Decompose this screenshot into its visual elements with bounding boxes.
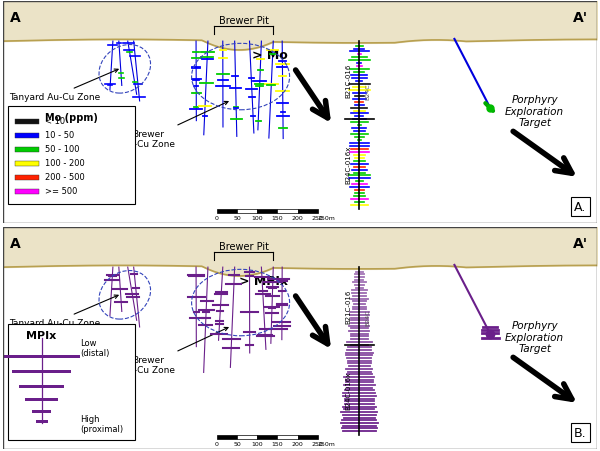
Bar	[15, 189, 38, 194]
Text: 200 - 500: 200 - 500	[44, 173, 85, 182]
Text: Brewer Pit: Brewer Pit	[218, 15, 269, 25]
FancyBboxPatch shape	[8, 107, 135, 205]
Text: Low
(distal): Low (distal)	[80, 338, 110, 358]
Text: >= 500: >= 500	[44, 187, 77, 196]
Bar	[277, 210, 298, 214]
Text: > Mo: > Mo	[253, 49, 288, 62]
Text: Mo (ppm): Mo (ppm)	[45, 113, 98, 123]
Bar	[217, 435, 237, 439]
Text: B21C-016: B21C-016	[346, 289, 352, 323]
Text: Tanyard Au-Cu Zone: Tanyard Au-Cu Zone	[9, 70, 118, 102]
Text: 0: 0	[215, 441, 219, 446]
Bar	[298, 210, 318, 214]
Text: 50: 50	[233, 441, 241, 446]
Bar	[12, 370, 71, 373]
Text: A': A'	[573, 237, 588, 251]
Bar	[277, 435, 298, 439]
Text: Brewer
Au-Cu Zone: Brewer Au-Cu Zone	[122, 328, 228, 374]
Text: B.: B.	[574, 426, 587, 439]
Text: 200: 200	[292, 216, 304, 221]
Text: < 10: < 10	[44, 117, 65, 126]
Text: 50 - 100: 50 - 100	[44, 145, 79, 154]
Text: 10 - 50: 10 - 50	[44, 131, 74, 140]
Bar	[237, 435, 257, 439]
Text: 0: 0	[215, 216, 219, 221]
Bar	[25, 398, 58, 401]
Bar	[15, 133, 38, 138]
Text: High
(proximal): High (proximal)	[80, 414, 124, 433]
Text: 100 - 200: 100 - 200	[44, 159, 85, 168]
FancyBboxPatch shape	[8, 325, 135, 440]
Text: 150: 150	[272, 216, 283, 221]
Text: 250: 250	[312, 216, 323, 221]
Bar	[35, 420, 47, 423]
Text: 150: 150	[272, 441, 283, 446]
Bar	[15, 120, 38, 124]
Bar	[257, 435, 277, 439]
Text: Brewer Pit: Brewer Pit	[218, 241, 269, 251]
Bar	[237, 210, 257, 214]
Text: Porphyry
Exploration
Target: Porphyry Exploration Target	[505, 321, 564, 354]
Text: B24C: B24C	[366, 309, 371, 326]
Text: 100: 100	[251, 216, 263, 221]
Bar	[32, 410, 51, 413]
Bar	[19, 385, 64, 388]
Text: A.: A.	[574, 200, 586, 213]
Text: 250m: 250m	[318, 216, 335, 221]
Text: A: A	[10, 11, 21, 25]
Text: Tanyard Au-Cu Zone: Tanyard Au-Cu Zone	[9, 295, 118, 327]
Bar	[15, 147, 38, 152]
Text: 50: 50	[233, 216, 241, 221]
Bar	[15, 161, 38, 166]
Text: A': A'	[573, 11, 588, 25]
Text: B24C: B24C	[366, 83, 371, 100]
Bar	[298, 435, 318, 439]
Text: 250m: 250m	[318, 441, 335, 446]
Text: 250: 250	[312, 441, 323, 446]
Bar	[257, 210, 277, 214]
Text: B21C-016: B21C-016	[346, 64, 352, 98]
Text: Porphyry
Exploration
Target: Porphyry Exploration Target	[505, 95, 564, 128]
Bar	[217, 210, 237, 214]
Bar	[15, 175, 38, 180]
Text: > MPIx: > MPIx	[239, 275, 288, 287]
Text: A: A	[10, 237, 21, 251]
Text: B24C-016x: B24C-016x	[346, 146, 352, 184]
Text: 200: 200	[292, 441, 304, 446]
Text: 100: 100	[251, 441, 263, 446]
Bar	[3, 355, 80, 358]
Text: MPIx: MPIx	[26, 331, 57, 341]
Text: B24C-016x: B24C-016x	[346, 371, 352, 410]
Text: Brewer
Au-Cu Zone: Brewer Au-Cu Zone	[122, 102, 228, 149]
